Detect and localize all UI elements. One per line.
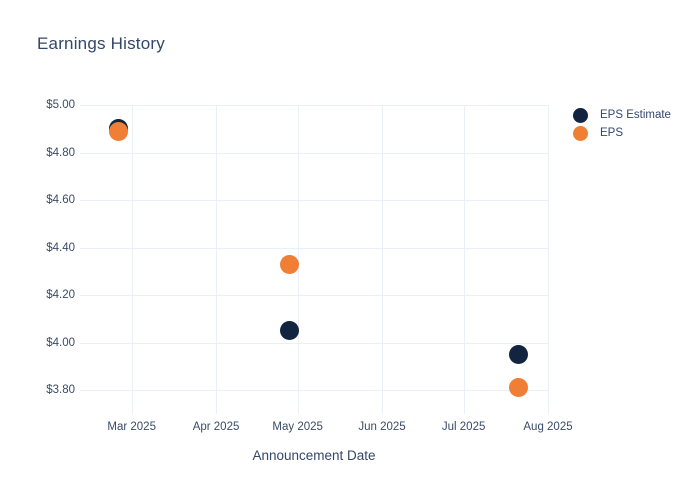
legend-label-eps: EPS: [600, 127, 624, 139]
gridline-horizontal: [80, 200, 548, 202]
gridline-vertical: [463, 105, 465, 414]
y-tick-label: $3.80: [46, 384, 75, 397]
gridline-horizontal: [80, 105, 548, 106]
scatter-point-eps-estimate[interactable]: [280, 321, 299, 341]
gridline-vertical: [297, 105, 299, 414]
y-tick-label: $4.60: [46, 194, 75, 207]
legend-marker-eps-icon: [573, 125, 588, 141]
x-tick-label: Aug 2025: [523, 421, 573, 433]
gridline-vertical: [382, 105, 384, 414]
x-axis-title: Announcement Date: [252, 448, 376, 463]
scatter-point-eps[interactable]: [280, 254, 299, 274]
x-tick-label: Jul 2025: [441, 421, 486, 433]
y-tick-label: $4.00: [46, 336, 75, 349]
gridline-vertical: [548, 105, 549, 414]
gridline-horizontal: [80, 295, 548, 297]
y-axis: $5.00 $4.80 $4.60 $4.40 $4.20 $4.00 $3.80: [0, 99, 75, 414]
legend-marker-eps-estimate-icon: [573, 107, 588, 123]
gridline-horizontal: [80, 152, 548, 154]
scatter-point-eps[interactable]: [108, 121, 128, 141]
x-tick-label: May 2025: [272, 421, 323, 433]
legend-label-eps-estimate: EPS Estimate: [600, 109, 671, 121]
x-tick-label: Apr 2025: [192, 421, 240, 433]
x-axis: Mar 2025 Apr 2025 May 2025 Jun 2025 Jul 2025…: [80, 420, 572, 436]
x-tick-label: Jun 2025: [358, 421, 406, 433]
gridline-horizontal: [80, 247, 548, 249]
y-tick-label: $4.20: [46, 289, 75, 302]
chart-title: Earnings History: [37, 34, 165, 53]
plot-area: [80, 105, 549, 414]
gridline-horizontal: [80, 390, 548, 392]
gridline-horizontal: [80, 342, 548, 344]
x-tick-label: Mar 2025: [107, 421, 156, 433]
y-tick-label: $5.00: [46, 99, 75, 111]
legend-item-eps[interactable]: EPS: [573, 124, 671, 142]
gridline-vertical: [216, 105, 218, 414]
legend: EPS Estimate EPS: [573, 106, 671, 142]
y-tick-label: $4.40: [46, 241, 75, 254]
scatter-point-eps-estimate[interactable]: [508, 345, 528, 365]
gridline-vertical: [131, 105, 133, 414]
scatter-point-eps[interactable]: [508, 378, 528, 398]
legend-item-eps-estimate[interactable]: EPS Estimate: [573, 106, 671, 124]
y-tick-label: $4.80: [46, 146, 75, 159]
